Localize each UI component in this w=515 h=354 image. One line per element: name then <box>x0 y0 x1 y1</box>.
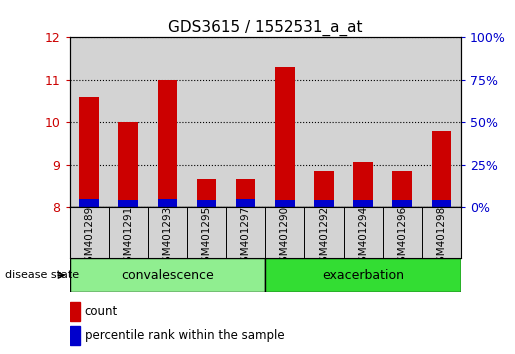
Text: count: count <box>85 305 118 318</box>
Bar <box>353 200 373 207</box>
Bar <box>275 67 295 207</box>
Bar <box>197 179 216 207</box>
Bar <box>70 302 80 321</box>
Bar <box>79 199 99 207</box>
Title: GDS3615 / 1552531_a_at: GDS3615 / 1552531_a_at <box>168 19 363 36</box>
Bar <box>236 199 255 207</box>
Bar <box>118 200 138 207</box>
Text: disease state: disease state <box>5 270 79 280</box>
Bar <box>432 200 451 207</box>
Bar <box>158 199 177 207</box>
Bar <box>236 179 255 207</box>
Text: percentile rank within the sample: percentile rank within the sample <box>85 329 284 342</box>
Bar <box>70 326 80 344</box>
Bar <box>275 200 295 207</box>
Bar <box>265 258 461 292</box>
Bar <box>197 200 216 207</box>
Bar <box>432 131 451 207</box>
Bar <box>314 171 334 207</box>
Bar <box>79 97 99 207</box>
Bar <box>118 122 138 207</box>
Bar <box>70 258 265 292</box>
Bar <box>392 171 412 207</box>
Text: convalescence: convalescence <box>121 269 214 282</box>
Bar <box>353 162 373 207</box>
Bar <box>314 200 334 207</box>
Bar <box>392 200 412 207</box>
Bar <box>158 80 177 207</box>
Text: exacerbation: exacerbation <box>322 269 404 282</box>
